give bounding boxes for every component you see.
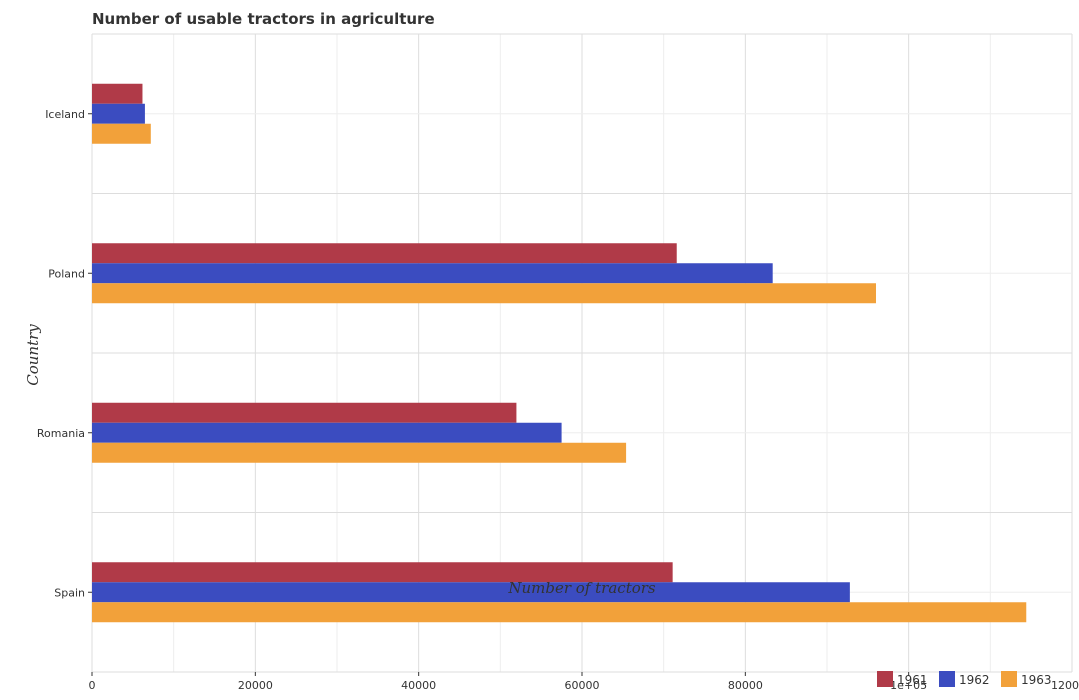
x-tick-label: 20000 bbox=[238, 679, 273, 692]
y-tick-label: Poland bbox=[48, 267, 85, 280]
legend-swatch-1962 bbox=[939, 671, 955, 687]
bar-romania-1961 bbox=[92, 402, 517, 423]
bar-spain-1963 bbox=[92, 602, 1027, 623]
bar-romania-1962 bbox=[92, 422, 562, 443]
bar-iceland-1961 bbox=[92, 83, 143, 104]
x-tick-label: 60000 bbox=[565, 679, 600, 692]
y-ticks: Iceland Poland Romania Spain bbox=[37, 108, 92, 599]
bar-iceland-1962 bbox=[92, 103, 145, 124]
chart-title: Number of usable tractors in agriculture bbox=[92, 10, 435, 28]
y-tick-label: Spain bbox=[54, 586, 85, 599]
bar-poland-1961 bbox=[92, 243, 677, 264]
x-axis-label: Number of tractors bbox=[507, 579, 656, 597]
bar-spain-1961 bbox=[92, 562, 673, 583]
bar-poland-1963 bbox=[92, 283, 876, 304]
x-tick-label: 0 bbox=[89, 679, 96, 692]
x-ticks: 0 20000 40000 60000 80000 1e+05 1200 bbox=[89, 672, 1079, 692]
y-axis-label: Country bbox=[24, 324, 42, 386]
legend-label-1961: 1961 bbox=[897, 673, 928, 687]
bars bbox=[92, 83, 1027, 623]
bar-spain-1962 bbox=[92, 582, 850, 603]
legend: 1961 1962 1963 bbox=[877, 671, 1052, 687]
legend-label-1962: 1962 bbox=[959, 673, 990, 687]
bar-iceland-1963 bbox=[92, 123, 151, 144]
legend-swatch-1963 bbox=[1001, 671, 1017, 687]
bar-poland-1962 bbox=[92, 263, 773, 284]
y-tick-label: Iceland bbox=[45, 108, 85, 121]
x-tick-label-edge: 1200 bbox=[1051, 679, 1079, 692]
x-tick-label: 40000 bbox=[401, 679, 436, 692]
bar-romania-1963 bbox=[92, 442, 627, 463]
legend-label-1963: 1963 bbox=[1021, 673, 1052, 687]
x-tick-label: 80000 bbox=[728, 679, 763, 692]
x-tick-label: 1e+05 bbox=[890, 679, 927, 692]
legend-swatch-1961 bbox=[877, 671, 893, 687]
y-tick-label: Romania bbox=[37, 427, 85, 440]
